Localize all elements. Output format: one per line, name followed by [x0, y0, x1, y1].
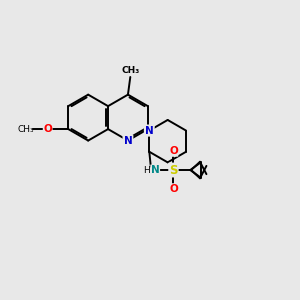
Text: CH₃: CH₃ — [122, 66, 140, 75]
Text: N: N — [124, 136, 132, 146]
Text: O: O — [43, 124, 52, 134]
Text: O: O — [169, 146, 178, 156]
Text: N: N — [151, 165, 160, 175]
Text: H: H — [144, 166, 150, 175]
Text: S: S — [169, 164, 178, 176]
Text: CH₃: CH₃ — [18, 124, 34, 134]
Text: O: O — [169, 184, 178, 194]
Text: N: N — [145, 126, 154, 136]
